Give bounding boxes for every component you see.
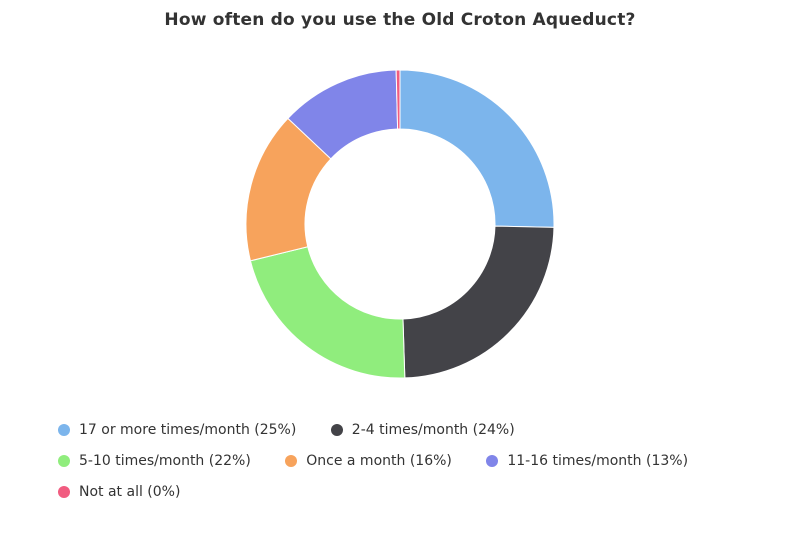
legend-item-11-16[interactable]: 11-16 times/month (13%) xyxy=(486,451,688,471)
legend-item-2-4[interactable]: 2-4 times/month (24%) xyxy=(330,420,515,440)
legend-label-once-a-month: Once a month (16%) xyxy=(306,453,452,469)
legend-label-5-10: 5-10 times/month (22%) xyxy=(79,453,251,469)
slice-5-10[interactable] xyxy=(249,246,406,379)
legend-marker-2-4 xyxy=(330,424,343,436)
legend-marker-not-at-all xyxy=(58,486,70,498)
slice-17-or-more[interactable] xyxy=(399,69,555,228)
legend-label-11-16: 11-16 times/month (13%) xyxy=(507,453,689,469)
donut-slices xyxy=(245,69,555,379)
legend-marker-11-16 xyxy=(486,455,499,467)
legend-marker-17-or-more xyxy=(58,424,70,436)
legend-row-3: Not at all (0%) xyxy=(58,482,210,502)
legend-item-5-10[interactable]: 5-10 times/month (22%) xyxy=(58,451,251,471)
legend-item-17-or-more[interactable]: 17 or more times/month (25%) xyxy=(58,420,296,440)
legend-item-once-a-month[interactable]: Once a month (16%) xyxy=(285,451,452,471)
chart-title: How often do you use the Old Croton Aque… xyxy=(164,10,636,30)
donut-chart xyxy=(245,69,555,379)
legend-marker-once-a-month xyxy=(285,455,298,467)
legend-item-not-at-all[interactable]: Not at all (0%) xyxy=(58,482,180,502)
legend-row-1: 17 or more times/month (25%) 2-4 times/m… xyxy=(58,420,545,440)
legend-row-2: 5-10 times/month (22%) Once a month (16%… xyxy=(58,451,718,471)
legend-label-2-4: 2-4 times/month (24%) xyxy=(351,422,515,438)
legend-label-not-at-all: Not at all (0%) xyxy=(79,484,181,500)
legend-label-17-or-more: 17 or more times/month (25%) xyxy=(79,422,297,438)
legend-marker-5-10 xyxy=(58,455,70,467)
slice-not-at-all[interactable] xyxy=(395,69,401,130)
slice-2-4[interactable] xyxy=(402,225,555,379)
